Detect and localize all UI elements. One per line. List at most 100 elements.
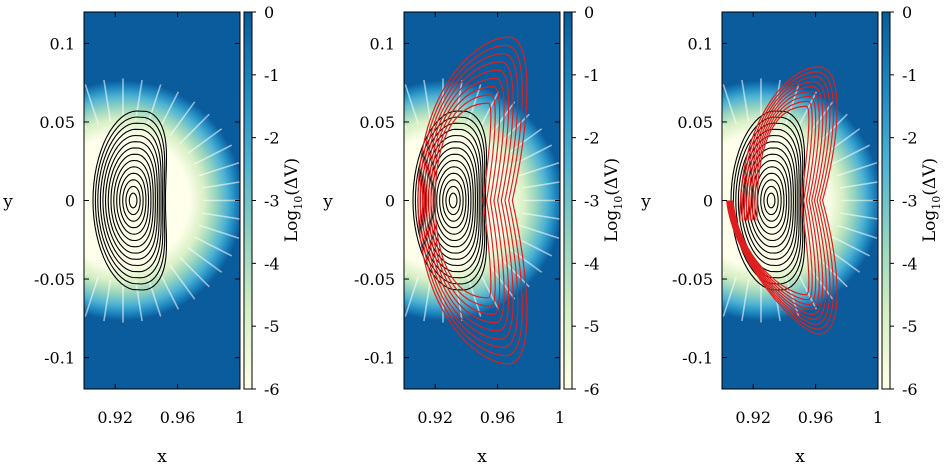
contour-line bbox=[412, 110, 488, 291]
panel-middle: 0.92 0.96 10.10.050-0.05-0.10-1-2-3-4-5-6 … bbox=[322, 3, 625, 467]
heatmap-ray bbox=[198, 224, 240, 239]
axis-ticks: 0.92 0.96 1 0.1 0.05 0 -0.05 -0.1 0 -1 -2 -3 -4 -5 -6 bbox=[672, 3, 918, 427]
y-tick-label: 0 bbox=[65, 192, 75, 211]
x-tick-label: 0.96 bbox=[798, 408, 834, 427]
heatmap-ray bbox=[84, 276, 100, 317]
heatmap-ray bbox=[825, 246, 861, 273]
heatmap-ray bbox=[478, 271, 500, 310]
colorbar-tick-label: -1 bbox=[264, 66, 280, 85]
contour-line bbox=[737, 128, 800, 273]
heatmap-ray bbox=[14, 145, 51, 164]
heatmap-ray bbox=[158, 91, 180, 130]
colorbar-tick-label: -2 bbox=[264, 129, 280, 148]
contour-line bbox=[763, 185, 779, 216]
colorbar-label-sub: 10 bbox=[292, 196, 305, 210]
y-tick-label: 0.1 bbox=[688, 34, 713, 53]
heatmap-ray bbox=[478, 91, 500, 130]
heatmap-ray bbox=[796, 91, 818, 130]
y-tick-label: -0.1 bbox=[44, 349, 75, 368]
heatmap-ray bbox=[334, 145, 371, 164]
heatmap-ray bbox=[7, 163, 47, 176]
colorbar-tick-label: -2 bbox=[584, 129, 600, 148]
colorbar-label: Log10(ΔV) bbox=[602, 158, 625, 242]
heatmap-ray bbox=[344, 248, 378, 273]
heatmap-ray bbox=[741, 79, 750, 122]
colorbar-tick-label: -6 bbox=[264, 380, 280, 399]
red-orbit bbox=[428, 77, 505, 324]
contour-line bbox=[104, 141, 158, 260]
contour-line bbox=[433, 159, 472, 242]
heatmap-ray bbox=[741, 279, 750, 322]
heatmap-ray bbox=[169, 101, 196, 137]
colorbar-label: Log10(ΔV) bbox=[282, 158, 305, 242]
heatmap-ray bbox=[652, 145, 689, 164]
heatmap-ray bbox=[518, 224, 560, 239]
colorbar-label-sub: 10 bbox=[930, 196, 943, 210]
heatmap-ray bbox=[193, 144, 233, 165]
axis-ticks: 0.92 0.96 1 0.1 0.05 0 -0.05 -0.1 0 -1 -2 -3 -4 -5 -6 bbox=[34, 3, 280, 427]
colorbar-label-prefix: Log bbox=[602, 210, 622, 243]
heatmap-ray bbox=[14, 237, 51, 256]
y-tick-label: 0.1 bbox=[370, 34, 395, 53]
contour-line bbox=[448, 192, 458, 209]
contour-line bbox=[97, 122, 164, 279]
red-orbits bbox=[726, 66, 838, 335]
red-orbit bbox=[729, 86, 824, 315]
colorbar-tick-label: -6 bbox=[902, 380, 918, 399]
heatmap-ray bbox=[3, 213, 44, 220]
colorbar-label-suffix: (ΔV) bbox=[602, 158, 622, 196]
x-axis-label: x bbox=[477, 447, 487, 467]
y-axis-label: y bbox=[640, 192, 651, 212]
red-orbit bbox=[423, 61, 514, 340]
heatmap-ray bbox=[499, 113, 530, 145]
colorbar-tick-label: -2 bbox=[902, 129, 918, 148]
colorbar-tick-label: -6 bbox=[584, 380, 600, 399]
heatmap-ray bbox=[323, 181, 364, 188]
red-orbit bbox=[729, 90, 820, 311]
colorbar-tick-label: -3 bbox=[902, 192, 918, 211]
heatmap-ray bbox=[662, 129, 696, 154]
heatmap-ray bbox=[645, 225, 685, 238]
colorbar-tick-label: 0 bbox=[902, 3, 912, 22]
colorbar-tick-label: -5 bbox=[264, 317, 280, 336]
x-tick-label: 1 bbox=[873, 408, 883, 427]
heatmap-ray bbox=[327, 225, 367, 238]
heatmap-ray bbox=[662, 248, 696, 273]
heatmap-ray bbox=[839, 181, 878, 189]
contour-line bbox=[110, 153, 154, 248]
colorbar-tick-label: -3 bbox=[264, 192, 280, 211]
x-tick-label: 0.92 bbox=[97, 408, 133, 427]
contour-line bbox=[102, 134, 160, 267]
contour-line bbox=[445, 185, 461, 216]
y-tick-label: -0.05 bbox=[34, 270, 75, 289]
heatmap-ray bbox=[839, 212, 878, 220]
heatmap-ray bbox=[722, 84, 738, 125]
y-axis-label: y bbox=[2, 192, 13, 212]
x-tick-label: 0.92 bbox=[417, 408, 453, 427]
contour-line bbox=[760, 179, 782, 222]
y-tick-label: -0.1 bbox=[364, 349, 395, 368]
x-tick-label: 1 bbox=[555, 408, 565, 427]
panel-right: 0.92 0.96 10.10.050-0.05-0.10-1-2-3-4-5-6 … bbox=[640, 3, 943, 467]
colorbar-label: Log10(ΔV) bbox=[920, 158, 943, 242]
heatmap-ray bbox=[518, 162, 560, 177]
contour-line bbox=[107, 147, 156, 254]
heatmap-ray bbox=[198, 162, 240, 177]
heatmap-ray bbox=[652, 237, 689, 256]
heatmap-ray bbox=[454, 279, 463, 322]
red-orbit bbox=[728, 81, 827, 320]
contour-line bbox=[424, 141, 478, 260]
y-tick-label: 0.05 bbox=[39, 113, 75, 132]
y-tick-label: 0 bbox=[703, 192, 713, 211]
red-orbit bbox=[426, 69, 510, 332]
heatmap-ray bbox=[103, 79, 112, 122]
heatmap-ray bbox=[825, 128, 861, 155]
contour-line bbox=[125, 185, 141, 216]
heatmap-ray bbox=[641, 213, 682, 220]
red-orbit bbox=[731, 100, 813, 301]
heatmap-ray bbox=[7, 225, 47, 238]
contour-line bbox=[99, 128, 162, 273]
colorbar-label-suffix: (ΔV) bbox=[282, 158, 302, 196]
heatmap-ray bbox=[134, 79, 143, 122]
heatmap-ray bbox=[423, 79, 432, 122]
